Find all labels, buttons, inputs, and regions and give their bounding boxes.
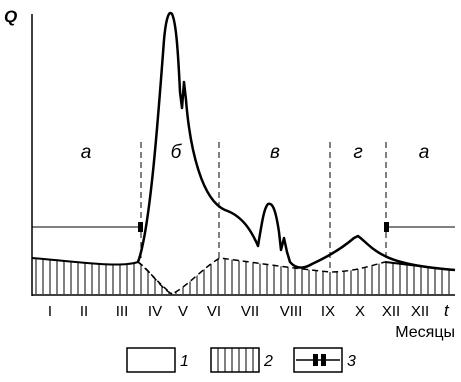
- phase-labels: а б в г а: [81, 142, 430, 163]
- legend: 1 2 3: [126, 347, 356, 373]
- month-label: XII: [411, 303, 429, 320]
- legend-label: 2: [263, 353, 273, 370]
- groundwater-flow-area: [31, 257, 456, 295]
- months-caption: Месяцы: [395, 324, 455, 341]
- month-label: III: [116, 303, 129, 320]
- month-label: X: [355, 303, 365, 320]
- legend-label: 1: [180, 353, 189, 370]
- phase-label: а: [81, 142, 92, 163]
- month-label: II: [80, 303, 88, 320]
- legend-swatch-empty: [126, 347, 176, 373]
- low-water-markers: [32, 222, 455, 232]
- phase-label: а: [419, 142, 430, 163]
- legend-swatch-hatched: [210, 347, 260, 373]
- month-label: IX: [321, 303, 335, 320]
- month-label: V: [178, 303, 188, 320]
- month-label: XII: [382, 303, 400, 320]
- month-label: VI: [207, 303, 221, 320]
- axes: [31, 14, 455, 296]
- month-label: I: [48, 303, 52, 320]
- y-axis-label: Q: [4, 7, 17, 26]
- legend-item-low-water-period: 3: [293, 347, 356, 373]
- legend-label: 3: [347, 353, 356, 370]
- phase-separators: [140, 142, 387, 272]
- month-labels: I II III IV V VI VII VIII IX X XII XII: [48, 303, 429, 320]
- legend-item-groundwater-flow: 2: [210, 347, 273, 373]
- month-label: IV: [148, 303, 162, 320]
- month-label: VIII: [280, 303, 303, 320]
- month-label: VII: [241, 303, 259, 320]
- total-flow-curve: [136, 11, 456, 272]
- x-axis-label: t: [444, 301, 450, 320]
- phase-label: г: [353, 142, 362, 163]
- legend-item-total-flow: 1: [126, 347, 189, 373]
- phase-label: б: [171, 142, 183, 163]
- phase-label: в: [270, 142, 280, 163]
